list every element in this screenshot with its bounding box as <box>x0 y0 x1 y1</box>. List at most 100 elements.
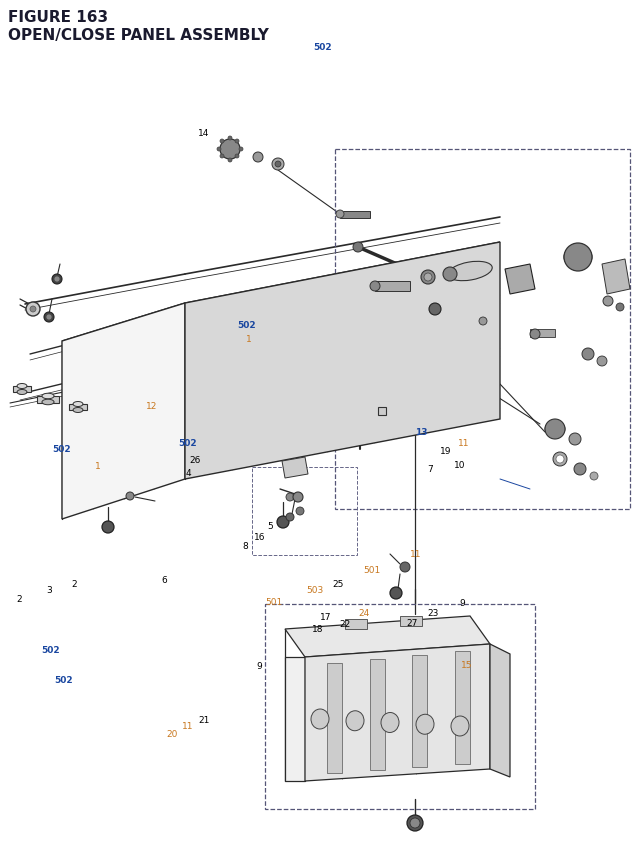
Bar <box>265 604 535 809</box>
Text: 11: 11 <box>182 722 194 730</box>
Circle shape <box>52 275 62 285</box>
Text: 1: 1 <box>246 335 252 344</box>
Text: 5: 5 <box>268 522 273 530</box>
Circle shape <box>277 517 289 529</box>
Circle shape <box>220 139 224 144</box>
Circle shape <box>603 297 613 307</box>
Text: 501: 501 <box>266 598 283 606</box>
Circle shape <box>424 274 432 282</box>
Circle shape <box>235 155 239 158</box>
Ellipse shape <box>346 711 364 731</box>
Bar <box>378 407 386 416</box>
Bar <box>412 655 427 767</box>
Circle shape <box>370 282 380 292</box>
Circle shape <box>407 815 423 831</box>
Circle shape <box>479 318 487 325</box>
Bar <box>69 405 87 411</box>
Circle shape <box>410 818 420 828</box>
Text: 502: 502 <box>314 43 332 52</box>
Circle shape <box>46 314 52 320</box>
Ellipse shape <box>451 716 469 736</box>
Circle shape <box>228 137 232 141</box>
Text: 27: 27 <box>406 618 418 627</box>
Polygon shape <box>305 644 490 781</box>
Text: 502: 502 <box>54 676 73 684</box>
Circle shape <box>421 270 435 285</box>
Ellipse shape <box>17 384 27 389</box>
Circle shape <box>616 304 624 312</box>
Text: 24: 24 <box>358 609 370 617</box>
Text: 502: 502 <box>52 444 71 453</box>
Circle shape <box>220 139 240 160</box>
Bar <box>454 652 470 764</box>
Text: 11: 11 <box>458 438 469 447</box>
Text: 8: 8 <box>242 542 248 550</box>
Circle shape <box>30 307 36 313</box>
Circle shape <box>564 244 592 272</box>
Circle shape <box>253 152 263 163</box>
Text: 25: 25 <box>333 579 344 588</box>
Text: 10: 10 <box>454 461 466 469</box>
Text: 502: 502 <box>178 438 196 447</box>
Text: OPEN/CLOSE PANEL ASSEMBLY: OPEN/CLOSE PANEL ASSEMBLY <box>8 28 269 43</box>
Circle shape <box>228 158 232 163</box>
Circle shape <box>530 330 540 339</box>
Bar <box>530 330 555 338</box>
Ellipse shape <box>381 713 399 733</box>
Bar <box>327 663 342 773</box>
Circle shape <box>296 507 304 516</box>
Bar <box>13 387 31 393</box>
Text: 4: 4 <box>186 468 191 477</box>
Text: 17: 17 <box>320 612 332 621</box>
Text: 2: 2 <box>72 579 77 588</box>
Text: 18: 18 <box>312 624 324 633</box>
Text: 11: 11 <box>410 549 421 558</box>
Text: 2: 2 <box>16 595 22 604</box>
Text: 3: 3 <box>46 585 52 594</box>
Circle shape <box>286 493 294 501</box>
Polygon shape <box>505 264 535 294</box>
Circle shape <box>574 463 586 475</box>
Circle shape <box>443 268 457 282</box>
Text: 12: 12 <box>146 402 157 411</box>
Bar <box>68 350 178 474</box>
Text: 6: 6 <box>161 575 167 584</box>
Polygon shape <box>285 657 305 781</box>
Bar <box>37 397 59 404</box>
Circle shape <box>44 313 54 323</box>
Text: 9: 9 <box>460 598 465 607</box>
Ellipse shape <box>17 390 27 395</box>
Circle shape <box>429 304 441 316</box>
Circle shape <box>275 162 281 168</box>
Ellipse shape <box>448 262 492 282</box>
Polygon shape <box>62 243 500 342</box>
Text: 501: 501 <box>363 566 380 574</box>
Text: 23: 23 <box>428 609 439 617</box>
Text: 22: 22 <box>339 619 351 628</box>
Circle shape <box>126 492 134 500</box>
Bar <box>369 659 385 770</box>
Circle shape <box>54 276 60 282</box>
Text: 502: 502 <box>237 321 255 330</box>
Circle shape <box>217 148 221 152</box>
Circle shape <box>102 522 114 533</box>
Polygon shape <box>602 260 630 294</box>
Text: 13: 13 <box>415 428 428 437</box>
Circle shape <box>582 349 594 361</box>
Circle shape <box>353 243 363 253</box>
Polygon shape <box>490 644 510 777</box>
Polygon shape <box>185 243 500 480</box>
Ellipse shape <box>564 247 592 269</box>
Circle shape <box>597 356 607 367</box>
Circle shape <box>556 455 564 463</box>
Polygon shape <box>282 457 308 479</box>
Circle shape <box>336 211 344 219</box>
Circle shape <box>26 303 40 317</box>
Circle shape <box>553 453 567 467</box>
Ellipse shape <box>545 422 565 437</box>
Circle shape <box>220 155 224 158</box>
Bar <box>400 616 422 626</box>
Circle shape <box>590 473 598 480</box>
Polygon shape <box>62 304 185 519</box>
Text: FIGURE 163: FIGURE 163 <box>8 10 108 25</box>
